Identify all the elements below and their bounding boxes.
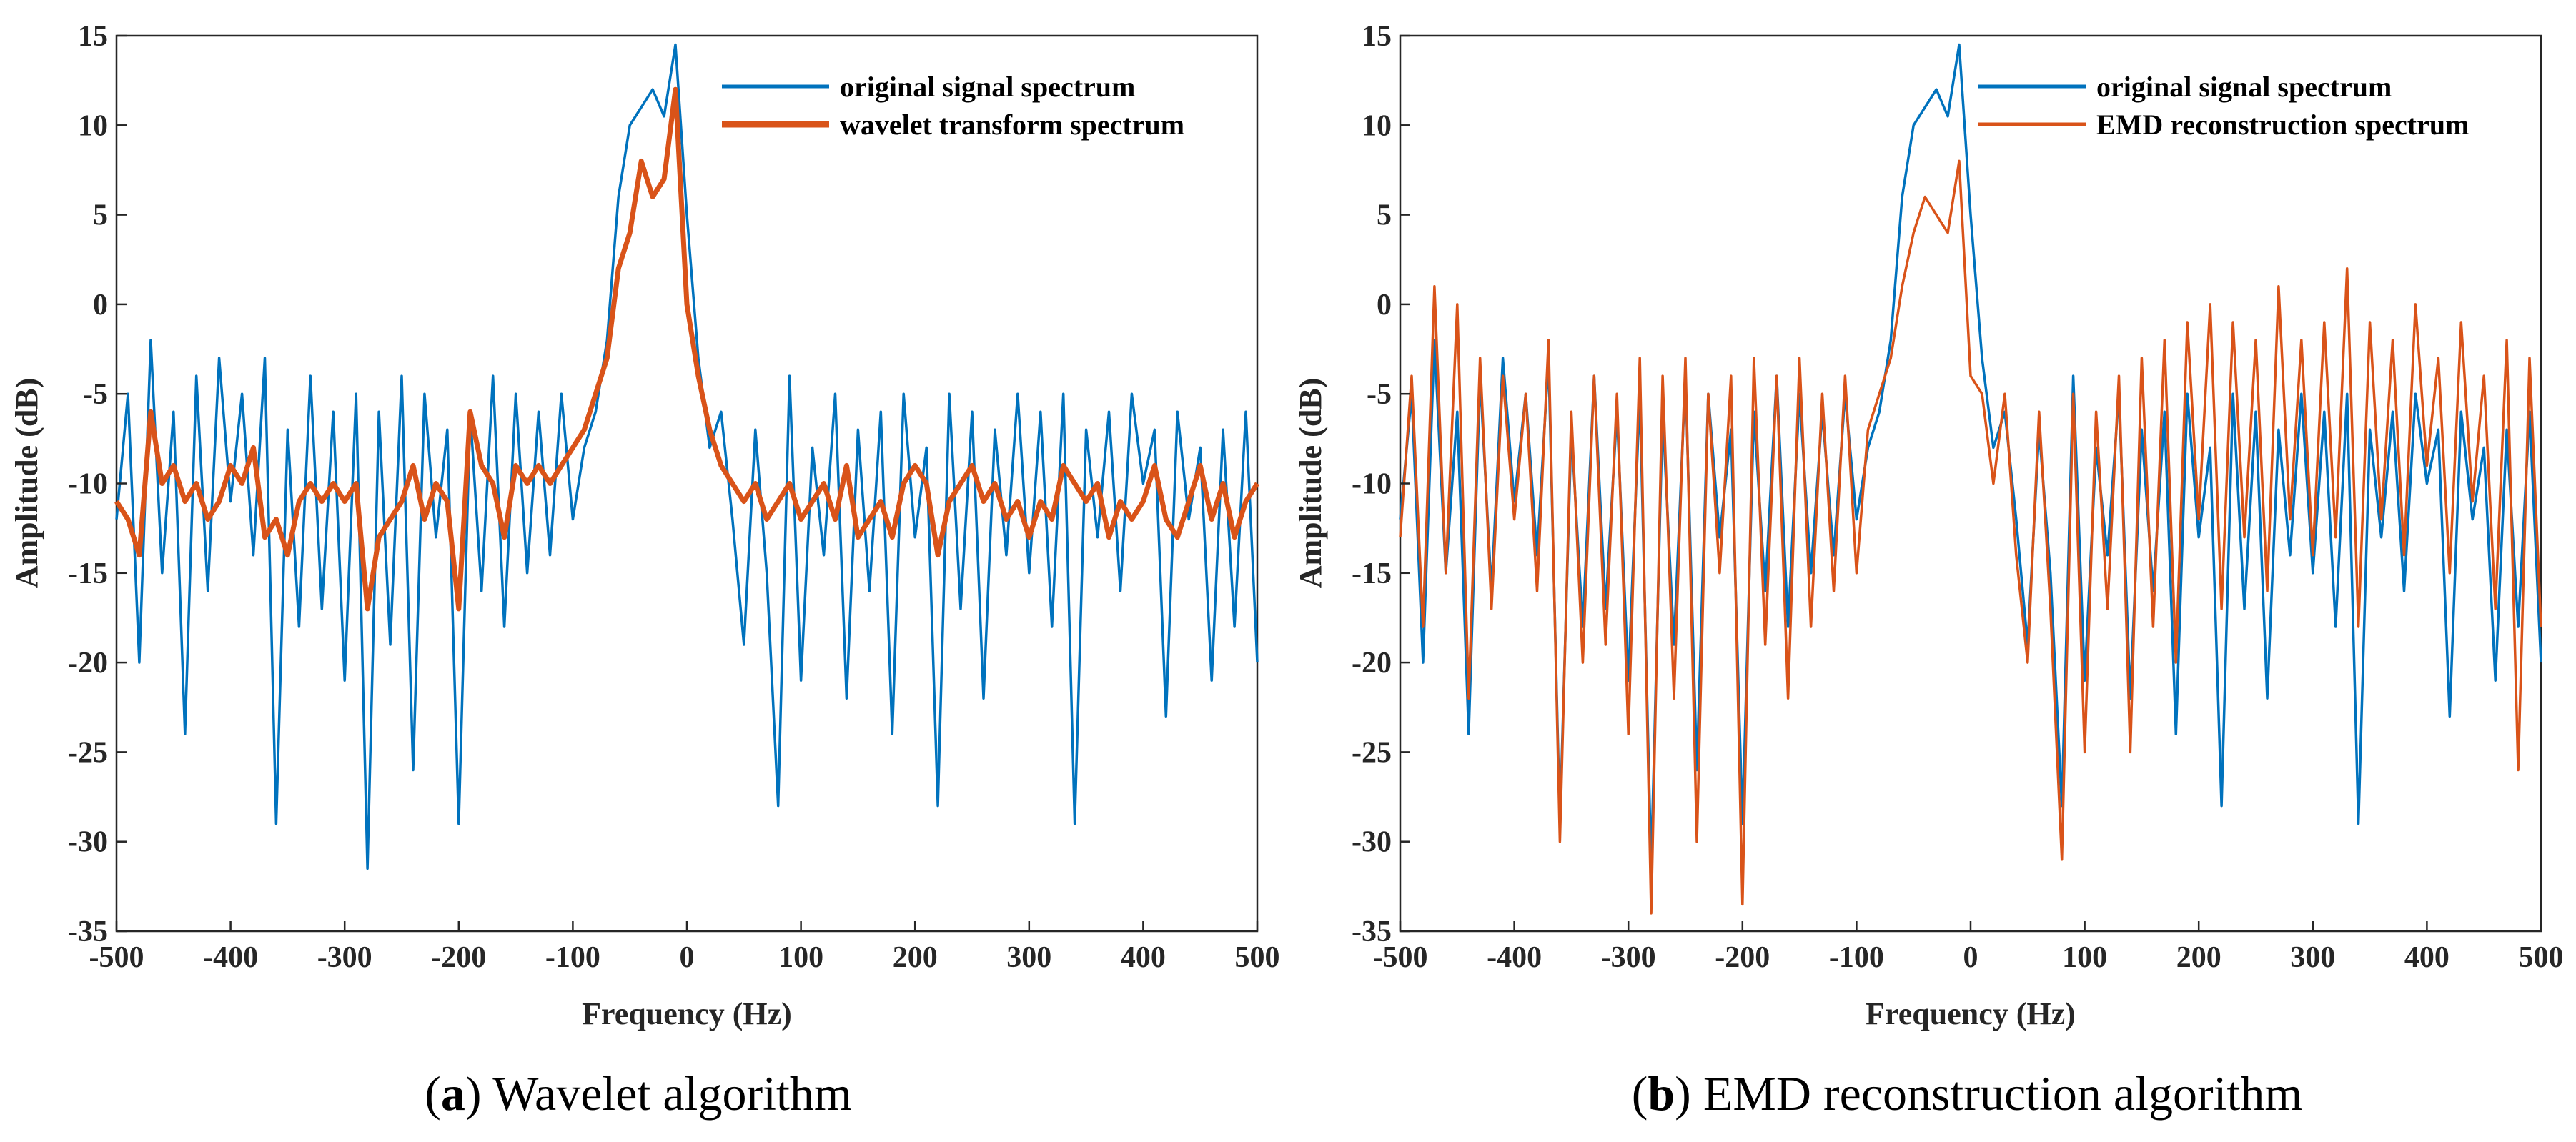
series-line-b-emd-reconstruction-spectrum	[1399, 159, 2542, 915]
y-tick-label: 0	[93, 289, 108, 322]
caption-a-letter: a	[441, 1066, 465, 1121]
y-tick-label: 15	[78, 20, 108, 53]
x-tick-label: 500	[1235, 941, 1280, 974]
series-layer-b	[1399, 43, 2542, 915]
y-tick-label: 10	[1362, 109, 1392, 142]
y-axis-label-b: Amplitude (dB)	[1293, 378, 1328, 589]
y-tick-label: -35	[1352, 915, 1392, 948]
legend-label-original-b: original signal spectrum	[2096, 71, 2392, 103]
x-tick-label: -400	[203, 941, 258, 974]
x-tick-label: 200	[2176, 941, 2221, 974]
y-tick-label: -20	[1352, 647, 1392, 680]
y-tick-label: -25	[68, 736, 108, 769]
x-tick-label: -500	[1373, 941, 1428, 974]
y-tick-label: -35	[68, 915, 108, 948]
y-tick-label: -5	[1367, 378, 1392, 411]
y-ticks-a: 15 10 5 0 -5 -10 -15 -20 -25 -30 -35	[68, 20, 127, 948]
caption-b: (b) EMD reconstruction algorithm	[1632, 1066, 2303, 1121]
y-tick-label: 5	[1377, 199, 1392, 232]
x-tick-label: 100	[778, 941, 823, 974]
chart-panel-a: -500 -400 -300 -200 -100 0 100 200 300 400 500 151…	[9, 20, 1280, 1031]
y-tick-label: -25	[1352, 736, 1392, 769]
plot-area-b	[1399, 34, 2542, 933]
x-tick-label: 500	[2519, 941, 2564, 974]
legend-b: original signal spectrum EMD reconstruct…	[1978, 71, 2469, 141]
x-tick-label: 300	[2290, 941, 2335, 974]
x-tick-label: 400	[1121, 941, 1166, 974]
y-tick-label: 10	[78, 109, 108, 142]
y-tick-label: 15	[1362, 20, 1392, 53]
y-tick-label: 0	[1377, 289, 1392, 322]
y-tick-label: -15	[1352, 557, 1392, 590]
series-line-a-wavelet-transform-spectrum	[114, 86, 1259, 612]
x-axis-label-a: Frequency (Hz)	[582, 996, 792, 1031]
y-tick-label: -20	[68, 647, 108, 680]
x-tick-label: 400	[2404, 941, 2449, 974]
caption-b-letter: b	[1648, 1066, 1675, 1121]
legend-a: original signal spectrum wavelet transfo…	[722, 71, 1184, 141]
x-tick-label: -200	[431, 941, 486, 974]
chart-panel-b: -500 -400 -300 -200 -100 0 100 200 300 400 500 151…	[1293, 20, 2564, 1031]
y-tick-label: 5	[93, 199, 108, 232]
legend-label-emd-b: EMD reconstruction spectrum	[2096, 109, 2469, 141]
y-ticks-b: 15 10 5 0 -5 -10 -15 -20 -25 -30 -35	[1352, 20, 1410, 948]
x-tick-label: -300	[1601, 941, 1656, 974]
x-tick-label: -200	[1715, 941, 1770, 974]
x-tick-label: 200	[893, 941, 938, 974]
series-line-a-original-signal-spectrum	[115, 43, 1259, 870]
x-tick-label: 300	[1006, 941, 1051, 974]
plot-area-a	[115, 34, 1259, 933]
y-tick-label: -10	[68, 468, 108, 501]
legend-label-wavelet-a: wavelet transform spectrum	[840, 109, 1184, 141]
x-axis-label-b: Frequency (Hz)	[1866, 996, 2076, 1031]
x-tick-label: -100	[545, 941, 600, 974]
caption-a-text: Wavelet algorithm	[492, 1066, 851, 1121]
x-tick-label: -300	[317, 941, 372, 974]
x-tick-label: -500	[89, 941, 144, 974]
x-tick-label: 0	[1963, 941, 1978, 974]
x-tick-label: -100	[1829, 941, 1884, 974]
x-tick-label: 100	[2062, 941, 2107, 974]
y-tick-label: -30	[68, 826, 108, 859]
x-tick-label: 0	[680, 941, 695, 974]
x-ticks-a: -500 -400 -300 -200 -100 0 100 200 300 400 500	[89, 921, 1280, 974]
caption-a: (a) Wavelet algorithm	[425, 1066, 852, 1121]
y-tick-label: -30	[1352, 826, 1392, 859]
series-layer-a	[114, 43, 1259, 870]
y-axis-label-a: Amplitude (dB)	[9, 378, 44, 589]
legend-label-original-a: original signal spectrum	[840, 71, 1135, 103]
y-tick-label: -15	[68, 557, 108, 590]
y-tick-label: -10	[1352, 468, 1392, 501]
x-tick-label: -400	[1487, 941, 1542, 974]
x-ticks-b: -500 -400 -300 -200 -100 0 100 200 300 400 500	[1373, 921, 2564, 974]
y-tick-label: -5	[83, 378, 108, 411]
caption-b-text: EMD reconstruction algorithm	[1703, 1066, 2302, 1121]
